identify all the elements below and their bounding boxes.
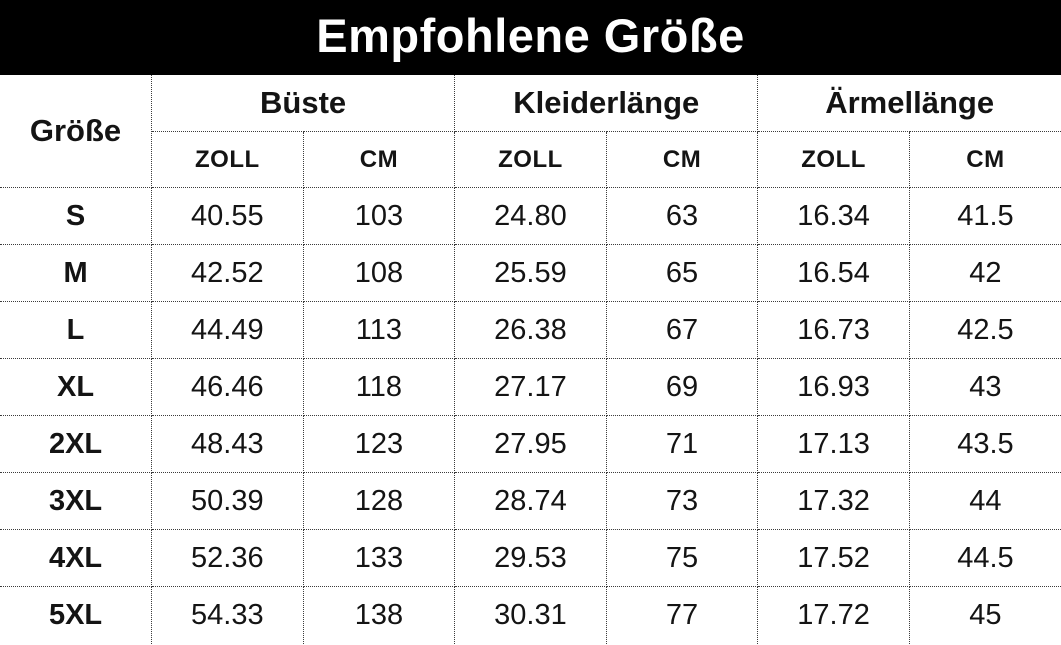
group-header-bust: Büste <box>151 75 456 132</box>
value-cell: 42.5 <box>908 301 1061 359</box>
value-cell: 67 <box>605 301 759 359</box>
value-cell: 108 <box>302 244 456 302</box>
value-cell: 17.52 <box>757 529 910 587</box>
table-row-m: M 42.52 108 25.59 65 16.54 42 <box>0 244 1061 302</box>
value-cell: 63 <box>605 187 759 245</box>
title-banner: Empfohlene Größe <box>0 0 1061 75</box>
value-cell: 75 <box>605 529 759 587</box>
value-cell: 29.53 <box>454 529 607 587</box>
value-cell: 44.5 <box>908 529 1061 587</box>
table-row-2xl: 2XL 48.43 123 27.95 71 17.13 43.5 <box>0 415 1061 473</box>
value-cell: 69 <box>605 358 759 416</box>
value-cell: 73 <box>605 472 759 530</box>
table-row-5xl: 5XL 54.33 138 30.31 77 17.72 45 <box>0 586 1061 644</box>
value-cell: 44.49 <box>151 301 304 359</box>
value-cell: 46.46 <box>151 358 304 416</box>
size-cell: M <box>0 244 153 302</box>
value-cell: 42 <box>908 244 1061 302</box>
value-cell: 65 <box>605 244 759 302</box>
value-cell: 45 <box>908 586 1061 644</box>
value-cell: 26.38 <box>454 301 607 359</box>
value-cell: 28.74 <box>454 472 607 530</box>
unit-header-dress-zoll: ZOLL <box>454 131 607 188</box>
value-cell: 123 <box>302 415 456 473</box>
group-header-dress-length: Kleiderlänge <box>454 75 759 132</box>
value-cell: 25.59 <box>454 244 607 302</box>
table-row-xl: XL 46.46 118 27.17 69 16.93 43 <box>0 358 1061 416</box>
value-cell: 103 <box>302 187 456 245</box>
group-header-sleeve-length: Ärmellänge <box>757 75 1061 132</box>
size-cell: 2XL <box>0 415 153 473</box>
table-row-l: L 44.49 113 26.38 67 16.73 42.5 <box>0 301 1061 359</box>
page-title: Empfohlene Größe <box>316 9 745 62</box>
value-cell: 43.5 <box>908 415 1061 473</box>
value-cell: 27.95 <box>454 415 607 473</box>
value-cell: 42.52 <box>151 244 304 302</box>
value-cell: 16.73 <box>757 301 910 359</box>
size-column-header: Größe <box>0 75 153 188</box>
value-cell: 17.13 <box>757 415 910 473</box>
value-cell: 17.32 <box>757 472 910 530</box>
value-cell: 16.54 <box>757 244 910 302</box>
size-cell: L <box>0 301 153 359</box>
value-cell: 16.93 <box>757 358 910 416</box>
table-row-s: S 40.55 103 24.80 63 16.34 41.5 <box>0 187 1061 245</box>
value-cell: 43 <box>908 358 1061 416</box>
value-cell: 71 <box>605 415 759 473</box>
unit-header-row: ZOLL CM ZOLL CM ZOLL CM <box>0 131 1061 188</box>
table-row-3xl: 3XL 50.39 128 28.74 73 17.32 44 <box>0 472 1061 530</box>
size-cell: 4XL <box>0 529 153 587</box>
value-cell: 77 <box>605 586 759 644</box>
size-cell: XL <box>0 358 153 416</box>
table-row-4xl: 4XL 52.36 133 29.53 75 17.52 44.5 <box>0 529 1061 587</box>
unit-header-bust-zoll: ZOLL <box>151 131 304 188</box>
value-cell: 44 <box>908 472 1061 530</box>
value-cell: 50.39 <box>151 472 304 530</box>
value-cell: 17.72 <box>757 586 910 644</box>
value-cell: 27.17 <box>454 358 607 416</box>
unit-header-dress-cm: CM <box>605 131 759 188</box>
value-cell: 128 <box>302 472 456 530</box>
size-cell: S <box>0 187 153 245</box>
value-cell: 113 <box>302 301 456 359</box>
size-cell: 3XL <box>0 472 153 530</box>
value-cell: 40.55 <box>151 187 304 245</box>
value-cell: 30.31 <box>454 586 607 644</box>
value-cell: 138 <box>302 586 456 644</box>
unit-header-sleeve-cm: CM <box>908 131 1061 188</box>
size-chart-table: Größe Büste Kleiderlänge Ärmellänge ZOLL… <box>0 75 1061 644</box>
unit-header-bust-cm: CM <box>302 131 456 188</box>
value-cell: 48.43 <box>151 415 304 473</box>
value-cell: 24.80 <box>454 187 607 245</box>
value-cell: 118 <box>302 358 456 416</box>
value-cell: 52.36 <box>151 529 304 587</box>
group-header-row: Größe Büste Kleiderlänge Ärmellänge <box>0 75 1061 188</box>
value-cell: 54.33 <box>151 586 304 644</box>
value-cell: 16.34 <box>757 187 910 245</box>
value-cell: 41.5 <box>908 187 1061 245</box>
unit-header-sleeve-zoll: ZOLL <box>757 131 910 188</box>
value-cell: 133 <box>302 529 456 587</box>
size-cell: 5XL <box>0 586 153 644</box>
